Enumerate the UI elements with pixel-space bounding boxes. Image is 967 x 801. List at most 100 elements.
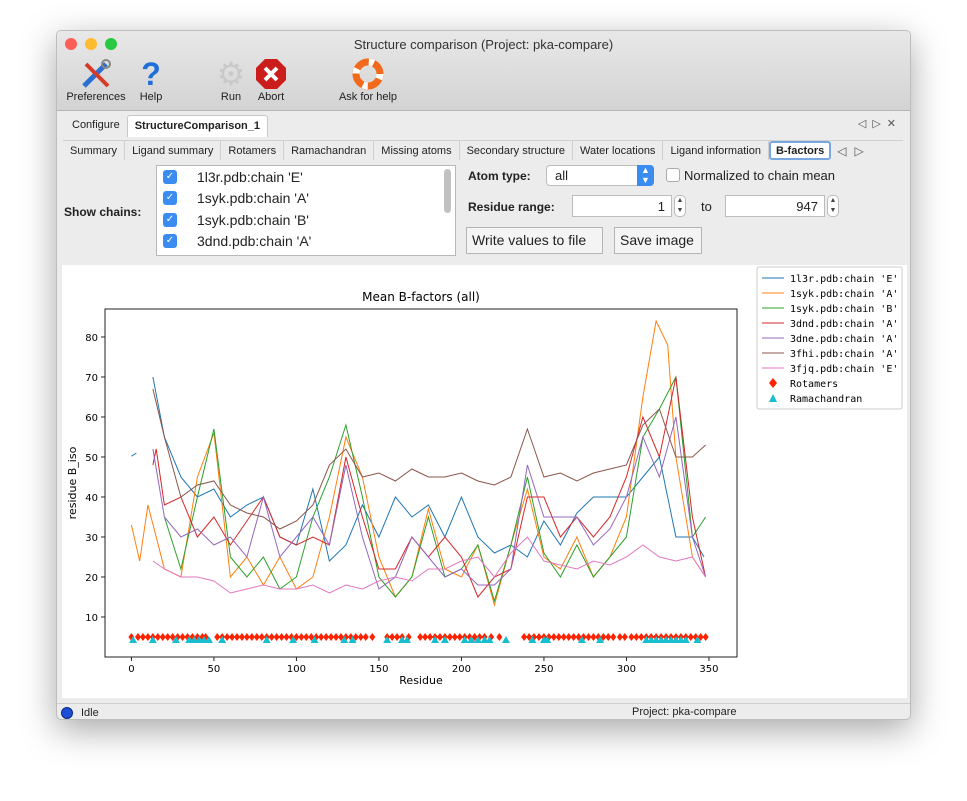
lifebuoy-icon (333, 57, 403, 91)
atom-type-select[interactable]: all ▲ ▼ (546, 165, 654, 186)
chain-item[interactable]: ✓ 1syk.pdb:chain 'B' (157, 209, 455, 231)
rotamer-marker (308, 633, 315, 641)
rotamer-marker (224, 633, 231, 641)
legend-entry: 1syk.pdb:chain 'A' (790, 289, 898, 300)
tab-ligand-summary[interactable]: Ligand summary (125, 141, 222, 160)
rotamer-marker (389, 633, 396, 641)
tab-water-locations[interactable]: Water locations (573, 141, 664, 160)
rotamer-marker (253, 633, 260, 641)
subtab-left-arrow-icon[interactable]: ◁ (837, 144, 855, 158)
status-indicator-icon (61, 707, 73, 719)
chain-item[interactable]: ✓ 1syk.pdb:chain 'A' (157, 188, 455, 210)
zoom-window-button[interactable] (105, 38, 117, 50)
rotamer-marker (214, 633, 221, 641)
checkbox-checked-icon[interactable]: ✓ (163, 234, 177, 249)
atom-type-label: Atom type: (468, 169, 531, 183)
range-to-stepper[interactable]: ▲ ▼ (827, 195, 839, 217)
close-window-button[interactable] (65, 38, 77, 50)
rotamer-marker (590, 633, 597, 641)
rotamer-marker (318, 633, 325, 641)
rotamer-marker (555, 633, 562, 641)
status-bar: Idle Project: pka-compare (57, 703, 910, 719)
rotamer-marker (451, 633, 458, 641)
normalized-checkbox[interactable] (666, 168, 680, 182)
ramachandran-marker (693, 636, 702, 643)
legend-entry: 3dne.pdb:chain 'A' (790, 334, 898, 345)
tab-ramachandran[interactable]: Ramachandran (284, 141, 375, 160)
abort-button[interactable]: Abort (254, 57, 288, 103)
rotamer-marker (144, 633, 151, 641)
rotamer-marker (328, 633, 335, 641)
title-bar: Structure comparison (Project: pka-compa… (57, 31, 910, 111)
normalized-label: Normalized to chain mean (684, 168, 836, 183)
ramachandran-marker (148, 636, 157, 643)
rotamer-marker (610, 633, 617, 641)
y-axis-label: residue B_iso (66, 446, 79, 519)
range-to-input[interactable]: 947 (725, 195, 825, 217)
rotamer-marker (427, 633, 434, 641)
rotamer-marker (352, 633, 359, 641)
chart-title: Mean B-factors (all) (362, 290, 480, 304)
rotamer-marker (600, 633, 607, 641)
rotamer-marker (248, 633, 255, 641)
ramachandran-marker (310, 636, 319, 643)
rotamer-marker (362, 633, 369, 641)
help-button[interactable]: ? Help (135, 56, 167, 104)
tab-summary[interactable]: Summary (63, 141, 126, 160)
project-tabs: Configure StructureComparison_1 (65, 115, 269, 137)
tab-ligand-information[interactable]: Ligand information (663, 141, 769, 160)
rotamer-marker (278, 633, 285, 641)
rotamer-marker (638, 633, 645, 641)
residue-range-label: Residue range: (468, 200, 555, 214)
tab-missing-atoms[interactable]: Missing atoms (374, 141, 460, 160)
tab-configure[interactable]: Configure (72, 119, 120, 131)
rotamer-marker (169, 633, 176, 641)
app-window: Structure comparison (Project: pka-compa… (56, 30, 911, 720)
rotamer-marker (585, 633, 592, 641)
chain-list[interactable]: ✓ 1l3r.pdb:chain 'E' ✓ 1syk.pdb:chain 'A' … (156, 165, 456, 256)
x-tick-label: 300 (617, 664, 636, 675)
tab-secondary-structure[interactable]: Secondary structure (460, 141, 574, 160)
range-from-input[interactable]: 1 (572, 195, 672, 217)
status-text: Idle (81, 707, 99, 719)
tab-b-factors[interactable]: B-factors (768, 141, 832, 160)
save-image-button[interactable]: Save image (614, 227, 702, 254)
range-from-stepper[interactable]: ▲ ▼ (674, 195, 686, 217)
rotamer-marker (283, 633, 290, 641)
checkbox-checked-icon[interactable]: ✓ (163, 169, 177, 184)
checkbox-checked-icon[interactable]: ✓ (163, 191, 177, 206)
chain-item[interactable]: ✓ 3dnd.pdb:chain 'A' (157, 231, 455, 253)
rotamer-marker (446, 633, 453, 641)
x-tick-label: 250 (534, 664, 553, 675)
rotamer-marker (139, 633, 146, 641)
rotamer-marker (621, 633, 628, 641)
ramachandran-marker (528, 636, 537, 643)
chain-list-scrollbar[interactable] (444, 169, 451, 213)
legend-entry: 3fjq.pdb:chain 'E' (790, 364, 898, 375)
ramachandran-marker (262, 636, 271, 643)
ramachandran-marker (431, 636, 440, 643)
preferences-button[interactable]: Preferences (64, 57, 128, 103)
show-chains-label: Show chains: (64, 205, 142, 219)
series-line (152, 536, 707, 594)
y-tick-label: 40 (85, 493, 98, 504)
tab-structure-comparison[interactable]: StructureComparison_1 (126, 115, 269, 137)
result-tabs: Summary Ligand summary Rotamers Ramachan… (63, 140, 903, 160)
write-values-button[interactable]: Write values to file (466, 227, 603, 254)
rotamer-marker (273, 633, 280, 641)
tab-right-arrow-icon[interactable]: ▷ (872, 118, 887, 130)
ramachandran-marker (402, 636, 411, 643)
tab-rotamers[interactable]: Rotamers (221, 141, 285, 160)
subtab-right-arrow-icon[interactable]: ▷ (854, 144, 872, 158)
series-line (130, 319, 707, 607)
tab-close-icon[interactable]: ✕ (886, 118, 902, 130)
ask-for-help-button[interactable]: Ask for help (333, 57, 403, 103)
rotamer-marker (570, 633, 577, 641)
checkbox-checked-icon[interactable]: ✓ (163, 212, 177, 227)
ramachandran-marker (348, 636, 357, 643)
chain-item[interactable]: ✓ 1l3r.pdb:chain 'E' (157, 166, 455, 188)
tab-left-arrow-icon[interactable]: ◁ (857, 118, 873, 130)
minimize-window-button[interactable] (85, 38, 97, 50)
rotamer-marker (496, 633, 503, 641)
run-button[interactable]: ⚙ Run (216, 56, 246, 103)
